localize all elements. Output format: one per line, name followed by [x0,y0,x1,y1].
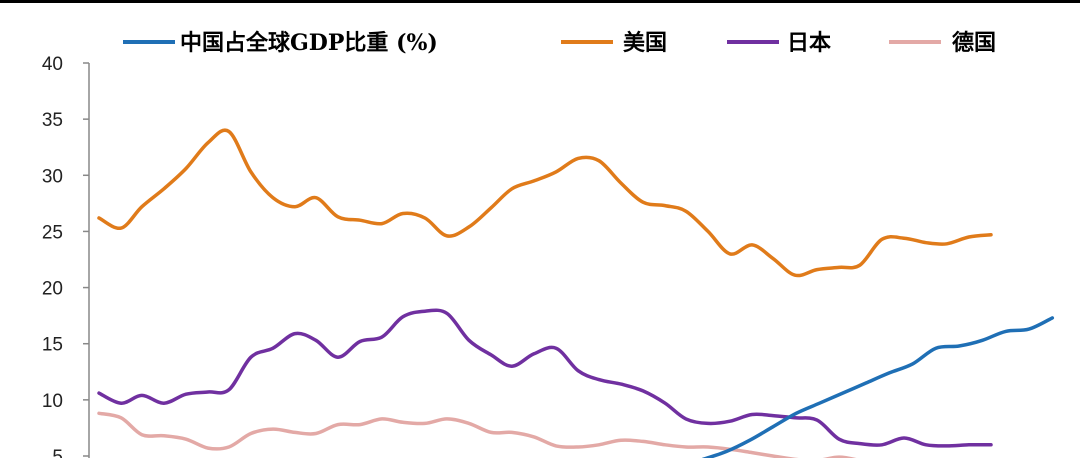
chart-legend: 中国占全球GDP比重 (%) 美国 日本 德国 [123,30,996,56]
series-line-germany [97,411,857,458]
y-tick-label: 10 [42,391,63,412]
legend-item-germany: 德国 [889,30,996,56]
series-line-us [97,128,993,278]
legend-label-germany: 德国 [952,30,996,56]
legend-label-us: 美国 [623,30,667,56]
legend-item-japan: 日本 [727,30,831,56]
legend-label-china: 中国占全球GDP比重 (%) [180,30,438,56]
series-line-japan [97,308,993,448]
y-tick-label: 5 [52,447,63,458]
y-tick-label: 15 [42,335,63,356]
legend-item-china: 中国占全球GDP比重 (%) [123,30,438,56]
y-tick-label: 35 [42,110,63,131]
legend-label-japan: 日本 [787,30,831,56]
y-axis-ticks: 5 10 15 20 25 30 35 40 [42,54,89,458]
top-rule [0,0,1080,3]
y-tick-label: 30 [42,166,63,187]
y-tick-label: 25 [42,222,63,243]
legend-item-us: 美国 [561,30,667,56]
series-lines [97,128,1055,458]
series-line-china [701,316,1055,458]
y-tick-label: 40 [42,54,63,75]
y-tick-label: 20 [42,279,63,300]
